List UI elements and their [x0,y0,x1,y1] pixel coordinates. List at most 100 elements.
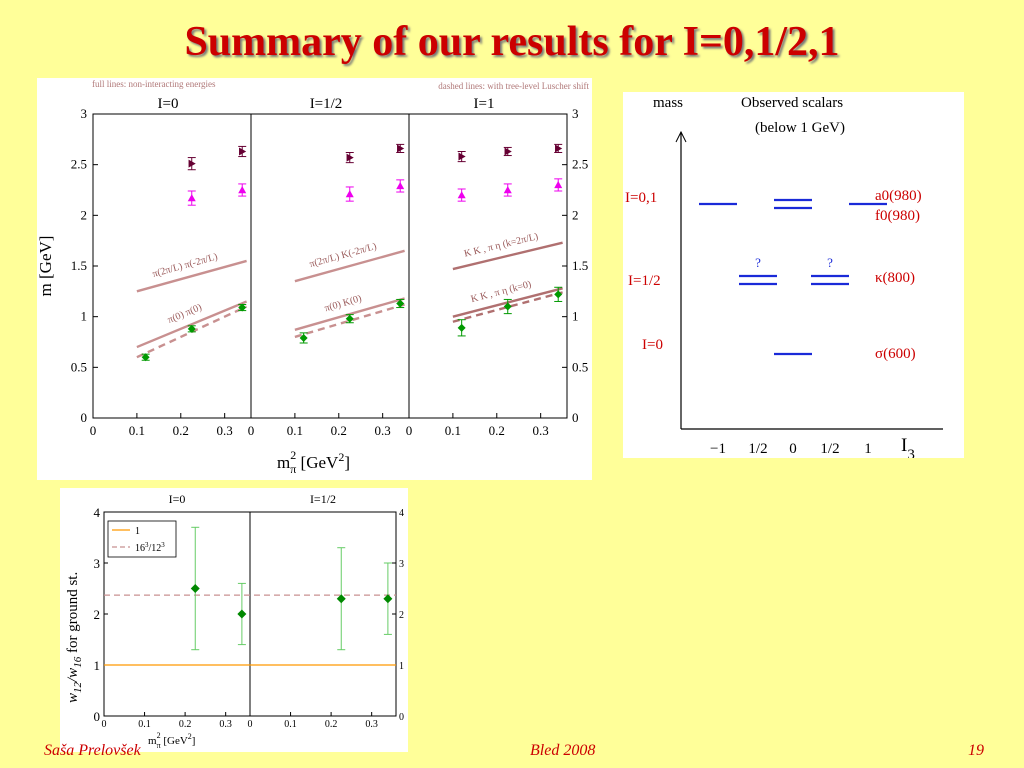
y-tick-label-right: 0.5 [572,359,588,374]
x-tick-label: 0.3 [375,423,391,438]
level-label: I=0,1 [625,190,657,206]
data-point [238,186,247,194]
state-label: f0(980) [875,208,920,224]
data-point [396,181,405,190]
data-point [396,299,405,308]
level-label: I=1/2 [628,273,661,289]
x-tick-label: 0.1 [445,423,461,438]
data-point [190,584,200,593]
energy-levels-chart-svg: I=0 0 0.1 0.2 0.3 I=1/2 0 0.1 0.2 0.3 I=1 0 0.1 0.2 0.… [36,79,589,476]
data-point [458,152,466,161]
x-tick-label: 0.1 [129,423,145,438]
observed-scalars-svg: mass Observed scalars (below 1 GeV) −1 1/2 0 1… [625,95,943,463]
data-point [336,594,346,604]
data-point [239,147,247,156]
y-tick-label-right: 3 [399,559,404,570]
theory-curve [452,241,563,271]
data-point [299,333,308,342]
data-point [554,290,563,299]
curve-label: K K , π η (k=0) [470,279,533,305]
x-tick-label: 0 [248,719,253,730]
data-point [345,190,354,198]
panel-label: I=0 [158,96,179,112]
y-tick-label-right: 1.5 [572,258,588,273]
x-tick-label: 0 [90,423,97,438]
panel-frame [250,113,410,419]
y-tick-label-right: 2 [572,207,579,222]
theory-curve [294,297,405,331]
x-tick-label: 0 [406,423,413,438]
state-label: σ(600) [875,346,916,362]
diagram-title: Observed scalars [741,95,843,111]
data-point [141,353,150,362]
panel-frame [249,511,397,717]
x-tick-label: 1/2 [820,441,839,457]
legend-box [107,520,177,558]
y-tick-label-right: 0 [572,410,579,425]
data-point [187,324,196,333]
data-point [345,314,354,323]
footer-author: Saša Prelovšek [44,742,141,759]
x-tick-label: 0 [102,719,107,730]
curve-label: π(2π/L) π(-2π/L) [151,251,219,280]
x-tick-label: 0.1 [287,423,303,438]
x-tick-label: 0.3 [217,423,233,438]
y-tick-label: 0 [81,410,88,425]
x-tick-label: 0 [248,423,255,438]
panel-label: I=1 [474,96,495,112]
data-point [383,594,393,604]
x-axis-label: mπ2 [GeV2] [148,731,195,750]
data-point [187,194,196,202]
theory-curve [294,249,405,283]
y-tick-label: 2 [94,607,101,622]
weight-ratio-chart: I=0 0 0.1 0.2 0.3 I=1/2 0 0.1 0.2 0.3 0 0 1 1 2 2 3 3 4 4 1 1… [60,488,408,752]
y-tick-label: 1 [81,309,88,324]
y-tick-label: 2 [81,207,88,222]
curve-label: π(2π/L) K(-2π/L) [308,241,378,270]
y-tick-label: 1.5 [71,258,87,273]
y-tick-label: 3 [94,556,101,571]
x-tick-label: −1 [710,441,726,457]
x-tick-label: 1 [864,441,872,457]
x-tick-label: 0.2 [489,423,505,438]
note-full-lines: full lines: non-interacting energies [92,79,216,89]
theory-curve [452,291,563,323]
data-point [555,144,563,153]
data-point [188,159,196,168]
data-point [238,303,247,312]
y-axis-label: w12/w16 for ground st. [65,572,84,703]
x-tick-label: 1/2 [748,441,767,457]
data-point [457,323,466,332]
y-tick-label: 0 [94,709,101,724]
theory-curve [136,300,248,349]
question-mark: ? [827,255,833,270]
y-tick-label-right: 4 [399,508,404,519]
panel-label: I=0 [169,492,186,506]
y-tick-label-right: 2 [399,610,404,621]
y-tick-label-right: 1 [572,309,579,324]
y-tick-label: 4 [94,505,101,520]
y-axis-label: m [GeV] [37,236,55,297]
data-point [504,147,512,156]
x-axis-label: mπ2 [GeV2] [277,448,350,476]
y-tick-label-right: 3 [572,106,579,121]
y-axis-label: mass [653,95,683,111]
x-tick-label: 0.3 [533,423,549,438]
y-axis-arrow [675,130,687,143]
x-tick-label: 0.2 [173,423,189,438]
question-mark: ? [755,255,761,270]
x-axis-label: I3 [901,435,915,458]
data-point [457,191,466,199]
x-tick-label: 0.2 [179,719,192,730]
energy-levels-chart: I=0 0 0.1 0.2 0.3 I=1/2 0 0.1 0.2 0.3 I=1 0 0.1 0.2 0.… [36,78,592,480]
curve-label: K K , π η (k=2π/L) [463,231,539,259]
data-point [503,186,512,194]
state-label: κ(800) [875,270,915,286]
level-label: I=0 [642,337,663,353]
x-tick-label: 0.3 [219,719,232,730]
note-dashed-lines: dashed lines: with tree-level Luscher sh… [438,81,589,91]
observed-scalars-diagram: mass Observed scalars (below 1 GeV) −1 1/2 0 1… [623,92,964,463]
footer-event: Bled 2008 [530,742,596,759]
data-point [346,153,354,162]
x-tick-label: 0.2 [331,423,347,438]
